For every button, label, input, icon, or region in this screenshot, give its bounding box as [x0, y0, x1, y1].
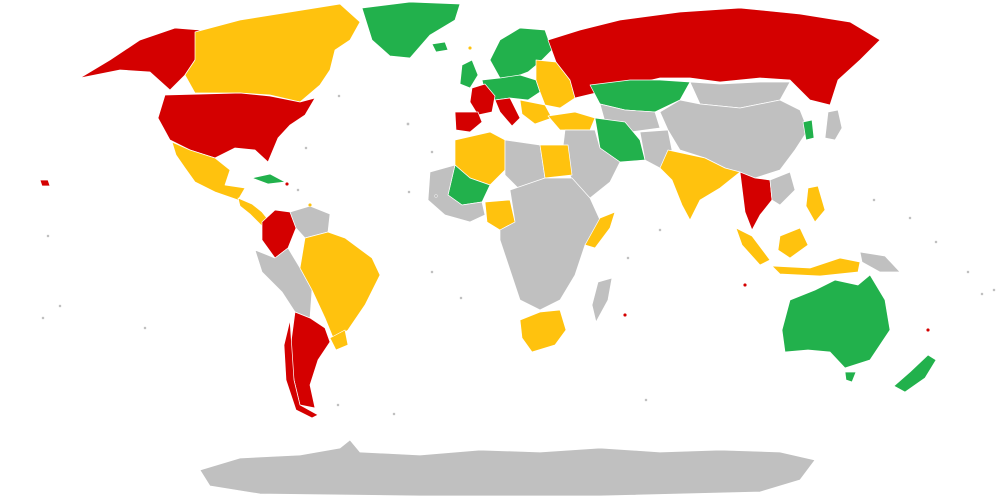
- region-chile: [283, 319, 319, 419]
- region-korea: [802, 119, 815, 141]
- region-thailand: [739, 171, 773, 231]
- region-peru-bolivia: [254, 247, 313, 319]
- region-central-africa: [499, 177, 601, 311]
- region-greenland: [361, 1, 461, 59]
- region-tasmania: [844, 371, 857, 383]
- region-west-africa: [427, 164, 486, 223]
- region-philippines: [805, 185, 826, 223]
- region-india: [659, 149, 741, 221]
- region-south-africa: [519, 309, 567, 353]
- region-new-zealand: [893, 354, 937, 393]
- region-new-guinea: [859, 251, 901, 273]
- region-antarctica: [199, 439, 816, 497]
- region-usa: [157, 92, 316, 163]
- region-france: [469, 83, 496, 116]
- region-indonesia-east: [771, 257, 861, 277]
- region-iceland: [431, 41, 449, 53]
- region-southeast-asia: [769, 171, 796, 206]
- region-china: [659, 99, 809, 179]
- region-brazil: [299, 231, 381, 341]
- region-colombia: [261, 209, 297, 259]
- island-markers: [41, 46, 996, 416]
- region-balkans: [519, 99, 553, 125]
- region-indonesia-borneo: [777, 227, 809, 259]
- region-cuba: [251, 173, 286, 185]
- region-alaska: [79, 27, 201, 91]
- region-italy: [494, 97, 521, 127]
- region-madagascar: [591, 277, 613, 323]
- region-iberia: [454, 111, 483, 133]
- region-somalia: [584, 211, 616, 249]
- region-mexico: [171, 141, 246, 201]
- region-uruguay: [329, 329, 349, 351]
- region-egypt: [539, 144, 573, 179]
- region-indonesia-sumatra: [735, 227, 771, 266]
- region-australia: [781, 274, 891, 369]
- region-alaska-islands: [39, 179, 51, 187]
- region-uk: [459, 59, 479, 89]
- region-turkey: [547, 111, 596, 131]
- region-canada: [184, 3, 361, 103]
- region-japan: [824, 109, 843, 141]
